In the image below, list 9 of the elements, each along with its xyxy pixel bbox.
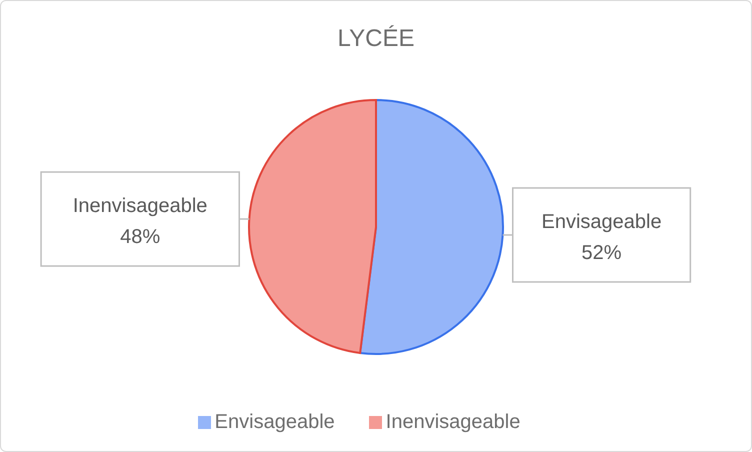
- data-label: 52%: [582, 242, 622, 264]
- slice-label: Envisageable: [542, 210, 662, 233]
- pie-slice: [359, 99, 504, 355]
- legend-label: Envisageable: [214, 411, 335, 433]
- pie-slice: [248, 99, 377, 354]
- slice-label: Inenvisageable: [72, 195, 208, 218]
- chart-title: LYCÉE: [336, 24, 416, 54]
- data-label: 48%: [120, 226, 160, 248]
- legend-label: Inenvisageable: [386, 411, 520, 433]
